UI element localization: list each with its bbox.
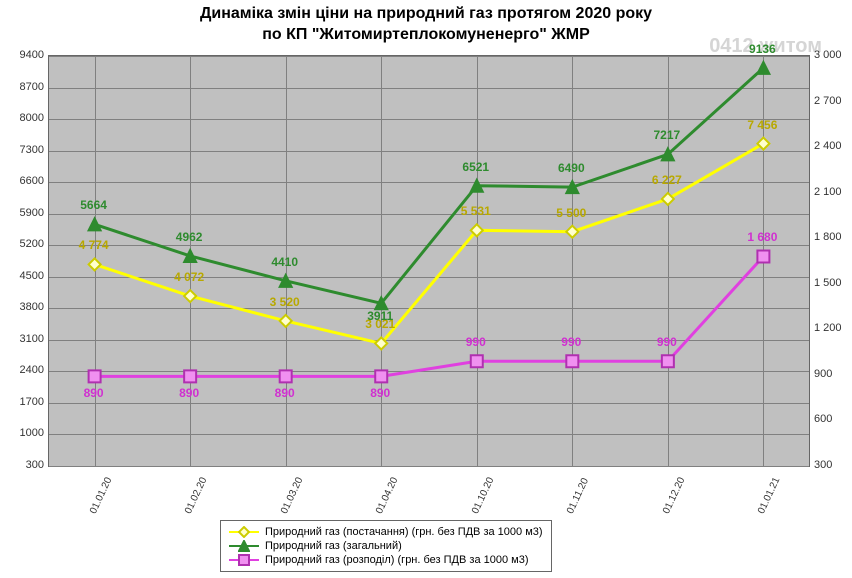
data-label: 7217 — [653, 128, 680, 142]
data-label: 4 774 — [79, 238, 109, 252]
x-tick-label: 01.01.21 — [756, 476, 782, 516]
data-label: 4962 — [176, 230, 203, 244]
data-label: 990 — [657, 335, 677, 349]
series-marker — [757, 250, 769, 262]
y-right-tick-label: 3 000 — [814, 49, 852, 61]
series-marker — [89, 258, 101, 270]
data-label: 990 — [466, 335, 486, 349]
y-left-tick-label: 7300 — [6, 144, 44, 156]
data-label: 9136 — [749, 42, 776, 56]
y-left-tick-label: 3800 — [6, 301, 44, 313]
legend-swatch — [229, 526, 259, 538]
legend-row: Природний газ (розподіл) (грн. без ПДВ з… — [229, 553, 543, 567]
y-left-tick-label: 8700 — [6, 81, 44, 93]
data-label: 1 680 — [747, 230, 777, 244]
y-right-tick-label: 1 200 — [814, 322, 852, 334]
y-left-tick-label: 8000 — [6, 112, 44, 124]
data-label: 890 — [370, 386, 390, 400]
x-tick-label: 01.04.20 — [374, 476, 400, 516]
data-label: 5664 — [80, 198, 107, 212]
data-label: 890 — [275, 386, 295, 400]
x-tick-label: 01.11.20 — [565, 476, 591, 515]
data-label: 6 227 — [652, 173, 682, 187]
y-left-tick-label: 5900 — [6, 207, 44, 219]
series-marker — [184, 290, 196, 302]
gridline-h — [49, 466, 809, 467]
y-right-tick-label: 300 — [814, 459, 852, 471]
series-marker — [184, 370, 196, 382]
title-line-1: Динаміка змін ціни на природний газ прот… — [200, 5, 652, 22]
y-left-tick-label: 1000 — [6, 427, 44, 439]
x-tick-label: 01.12.20 — [661, 476, 687, 516]
series-marker — [375, 370, 387, 382]
y-right-tick-label: 2 400 — [814, 140, 852, 152]
legend-row: Природний газ (постачання) (грн. без ПДВ… — [229, 525, 543, 539]
y-right-tick-label: 2 100 — [814, 186, 852, 198]
y-right-tick-label: 1 800 — [814, 231, 852, 243]
y-left-tick-label: 300 — [6, 459, 44, 471]
data-label: 890 — [179, 386, 199, 400]
legend: Природний газ (постачання) (грн. без ПДВ… — [220, 520, 552, 572]
y-left-tick-label: 3100 — [6, 333, 44, 345]
chart-container: Динаміка змін ціни на природний газ прот… — [0, 0, 852, 578]
y-left-tick-label: 6600 — [6, 175, 44, 187]
series-marker — [89, 370, 101, 382]
data-label: 5 500 — [556, 206, 586, 220]
series-marker — [566, 226, 578, 238]
plot-area — [48, 55, 810, 467]
y-right-tick-label: 600 — [814, 413, 852, 425]
series-marker — [471, 355, 483, 367]
series-marker — [566, 355, 578, 367]
legend-row: Природний газ (загальний) — [229, 539, 543, 553]
y-right-tick-label: 2 700 — [814, 95, 852, 107]
y-left-tick-label: 9400 — [6, 49, 44, 61]
data-label: 890 — [84, 386, 104, 400]
series-marker — [280, 370, 292, 382]
series-svg — [49, 56, 809, 466]
data-label: 5 531 — [461, 204, 491, 218]
x-tick-label: 01.10.20 — [470, 476, 496, 516]
series-marker — [280, 315, 292, 327]
x-tick-label: 01.03.20 — [279, 476, 305, 516]
series-marker — [662, 355, 674, 367]
data-label: 7 456 — [747, 118, 777, 132]
data-label: 6521 — [462, 160, 489, 174]
y-left-tick-label: 2400 — [6, 364, 44, 376]
legend-label: Природний газ (загальний) — [265, 540, 402, 552]
y-left-tick-label: 4500 — [6, 270, 44, 282]
data-label: 4 072 — [174, 270, 204, 284]
title-line-2: по КП "Житомиртеплокомуненерго" ЖМР — [262, 26, 590, 43]
y-left-tick-label: 5200 — [6, 238, 44, 250]
x-tick-label: 01.01.20 — [88, 476, 114, 516]
data-label: 6490 — [558, 161, 585, 175]
legend-swatch — [229, 540, 259, 552]
y-right-tick-label: 1 500 — [814, 277, 852, 289]
legend-label: Природний газ (розподіл) (грн. без ПДВ з… — [265, 554, 528, 566]
series-marker — [757, 138, 769, 150]
series-marker — [757, 62, 769, 74]
data-label: 3911 — [367, 309, 393, 323]
data-label: 3 520 — [270, 295, 300, 309]
y-right-tick-label: 900 — [814, 368, 852, 380]
legend-swatch — [229, 554, 259, 566]
legend-label: Природний газ (постачання) (грн. без ПДВ… — [265, 526, 543, 538]
data-label: 990 — [561, 335, 581, 349]
data-label: 4410 — [271, 255, 298, 269]
series-marker — [662, 193, 674, 205]
y-left-tick-label: 1700 — [6, 396, 44, 408]
x-tick-label: 01.02.20 — [183, 476, 209, 516]
